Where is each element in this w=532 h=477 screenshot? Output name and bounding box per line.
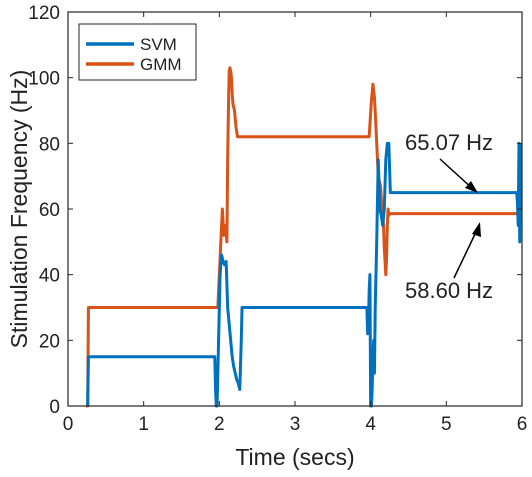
x-tick-label: 6: [517, 414, 528, 435]
legend-box: [78, 23, 197, 81]
legend-svm-label: SVM: [140, 35, 177, 54]
annotation-gmm-label: 58.60 Hz: [405, 278, 493, 303]
x-axis-title: Time (secs): [235, 444, 354, 470]
x-tick-label: 0: [63, 414, 74, 435]
y-tick-label: 20: [39, 331, 60, 352]
x-tick-label: 3: [290, 414, 301, 435]
x-tick-label: 1: [138, 414, 149, 435]
y-tick-label: 120: [28, 3, 60, 24]
legend-gmm-label: GMM: [140, 55, 182, 74]
annotation-gmm-arrow: [453, 231, 477, 279]
x-tick-label: 2: [214, 414, 225, 435]
y-tick-label: 60: [39, 200, 60, 221]
annotation-gmm-arrowhead: [472, 222, 481, 237]
series-gmm-line: [86, 66, 521, 408]
y-tick-label: 80: [39, 134, 60, 155]
legend: SVM GMM: [78, 23, 197, 81]
y-tick-label: 100: [28, 69, 60, 90]
annotation-svm-arrowhead: [465, 181, 478, 193]
y-tick-label: 0: [49, 397, 60, 418]
plot-frame: [67, 11, 523, 407]
x-tick-label: 5: [441, 414, 452, 435]
y-tick-label: 40: [39, 266, 60, 287]
series-svm-line: [86, 141, 522, 408]
annotations: 65.07 Hz 58.60 Hz: [405, 130, 493, 303]
series-layer: [86, 66, 522, 408]
y-axis-title: Stimulation Frequency (Hz): [6, 70, 32, 349]
x-tick-label: 4: [365, 414, 376, 435]
annotation-svm-label: 65.07 Hz: [405, 130, 493, 155]
